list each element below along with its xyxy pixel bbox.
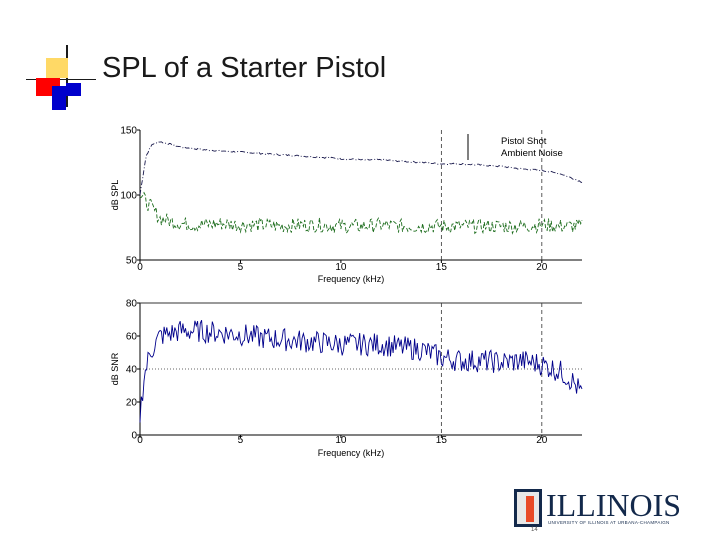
illinois-block-i-icon [514, 489, 542, 527]
y-tick-label: 50 [126, 256, 138, 267]
title-bar-horizontal-line [26, 79, 96, 80]
chart-1: 50 100 150 0 5 10 15 20 Frequency (kHz) dB SPL Pis… [110, 126, 583, 284]
y-tick-label: 0 [131, 431, 137, 442]
x-tick-label: 10 [335, 262, 347, 273]
x-tick-label: 5 [238, 435, 244, 446]
legend-entry: Pistol Shot [501, 136, 547, 147]
y-axis-label: dB SNR [110, 352, 120, 385]
logo-wordmark: ILLINOIS [546, 487, 682, 523]
y-tick-label: 150 [120, 126, 137, 137]
x-tick-label: 10 [335, 435, 347, 446]
chart-2: 0 20 40 60 80 0 5 10 15 20 Frequency (kHz) dB SNR [110, 299, 583, 458]
logo-subtitle: UNIVERSITY OF ILLINOIS AT URBANA-CHAMPAI… [548, 520, 670, 525]
x-tick-label: 20 [536, 435, 548, 446]
y-axis-label: dB SPL [110, 180, 120, 211]
x-axis-label: Frequency (kHz) [318, 448, 385, 458]
series-line-1 [139, 320, 583, 423]
x-tick-label: 0 [137, 262, 143, 273]
y-tick-label: 40 [126, 365, 138, 376]
x-axis-label: Frequency (kHz) [318, 274, 385, 284]
x-tick-label: 20 [536, 262, 548, 273]
y-tick-label: 20 [126, 398, 138, 409]
x-tick-label: 15 [436, 262, 448, 273]
y-tick-label: 80 [126, 299, 138, 310]
series-line-1 [139, 141, 583, 196]
series-line-2 [139, 191, 583, 235]
legend-entry: Ambient Noise [501, 148, 563, 159]
illinois-logo: ILLINOIS UNIVERSITY OF ILLINOIS AT URBAN… [508, 487, 682, 531]
slide-number: 14 [531, 527, 538, 533]
title-bar-yellow-square [46, 58, 68, 78]
title-bar-blue-square [52, 86, 66, 110]
x-tick-label: 5 [238, 262, 244, 273]
x-tick-label: 0 [137, 435, 143, 446]
y-tick-label: 100 [120, 191, 137, 202]
y-tick-label: 60 [126, 332, 138, 343]
x-tick-label: 15 [436, 435, 448, 446]
title-bar-blue-square-2 [66, 83, 81, 96]
slide-title: SPL of a Starter Pistol [102, 52, 387, 84]
